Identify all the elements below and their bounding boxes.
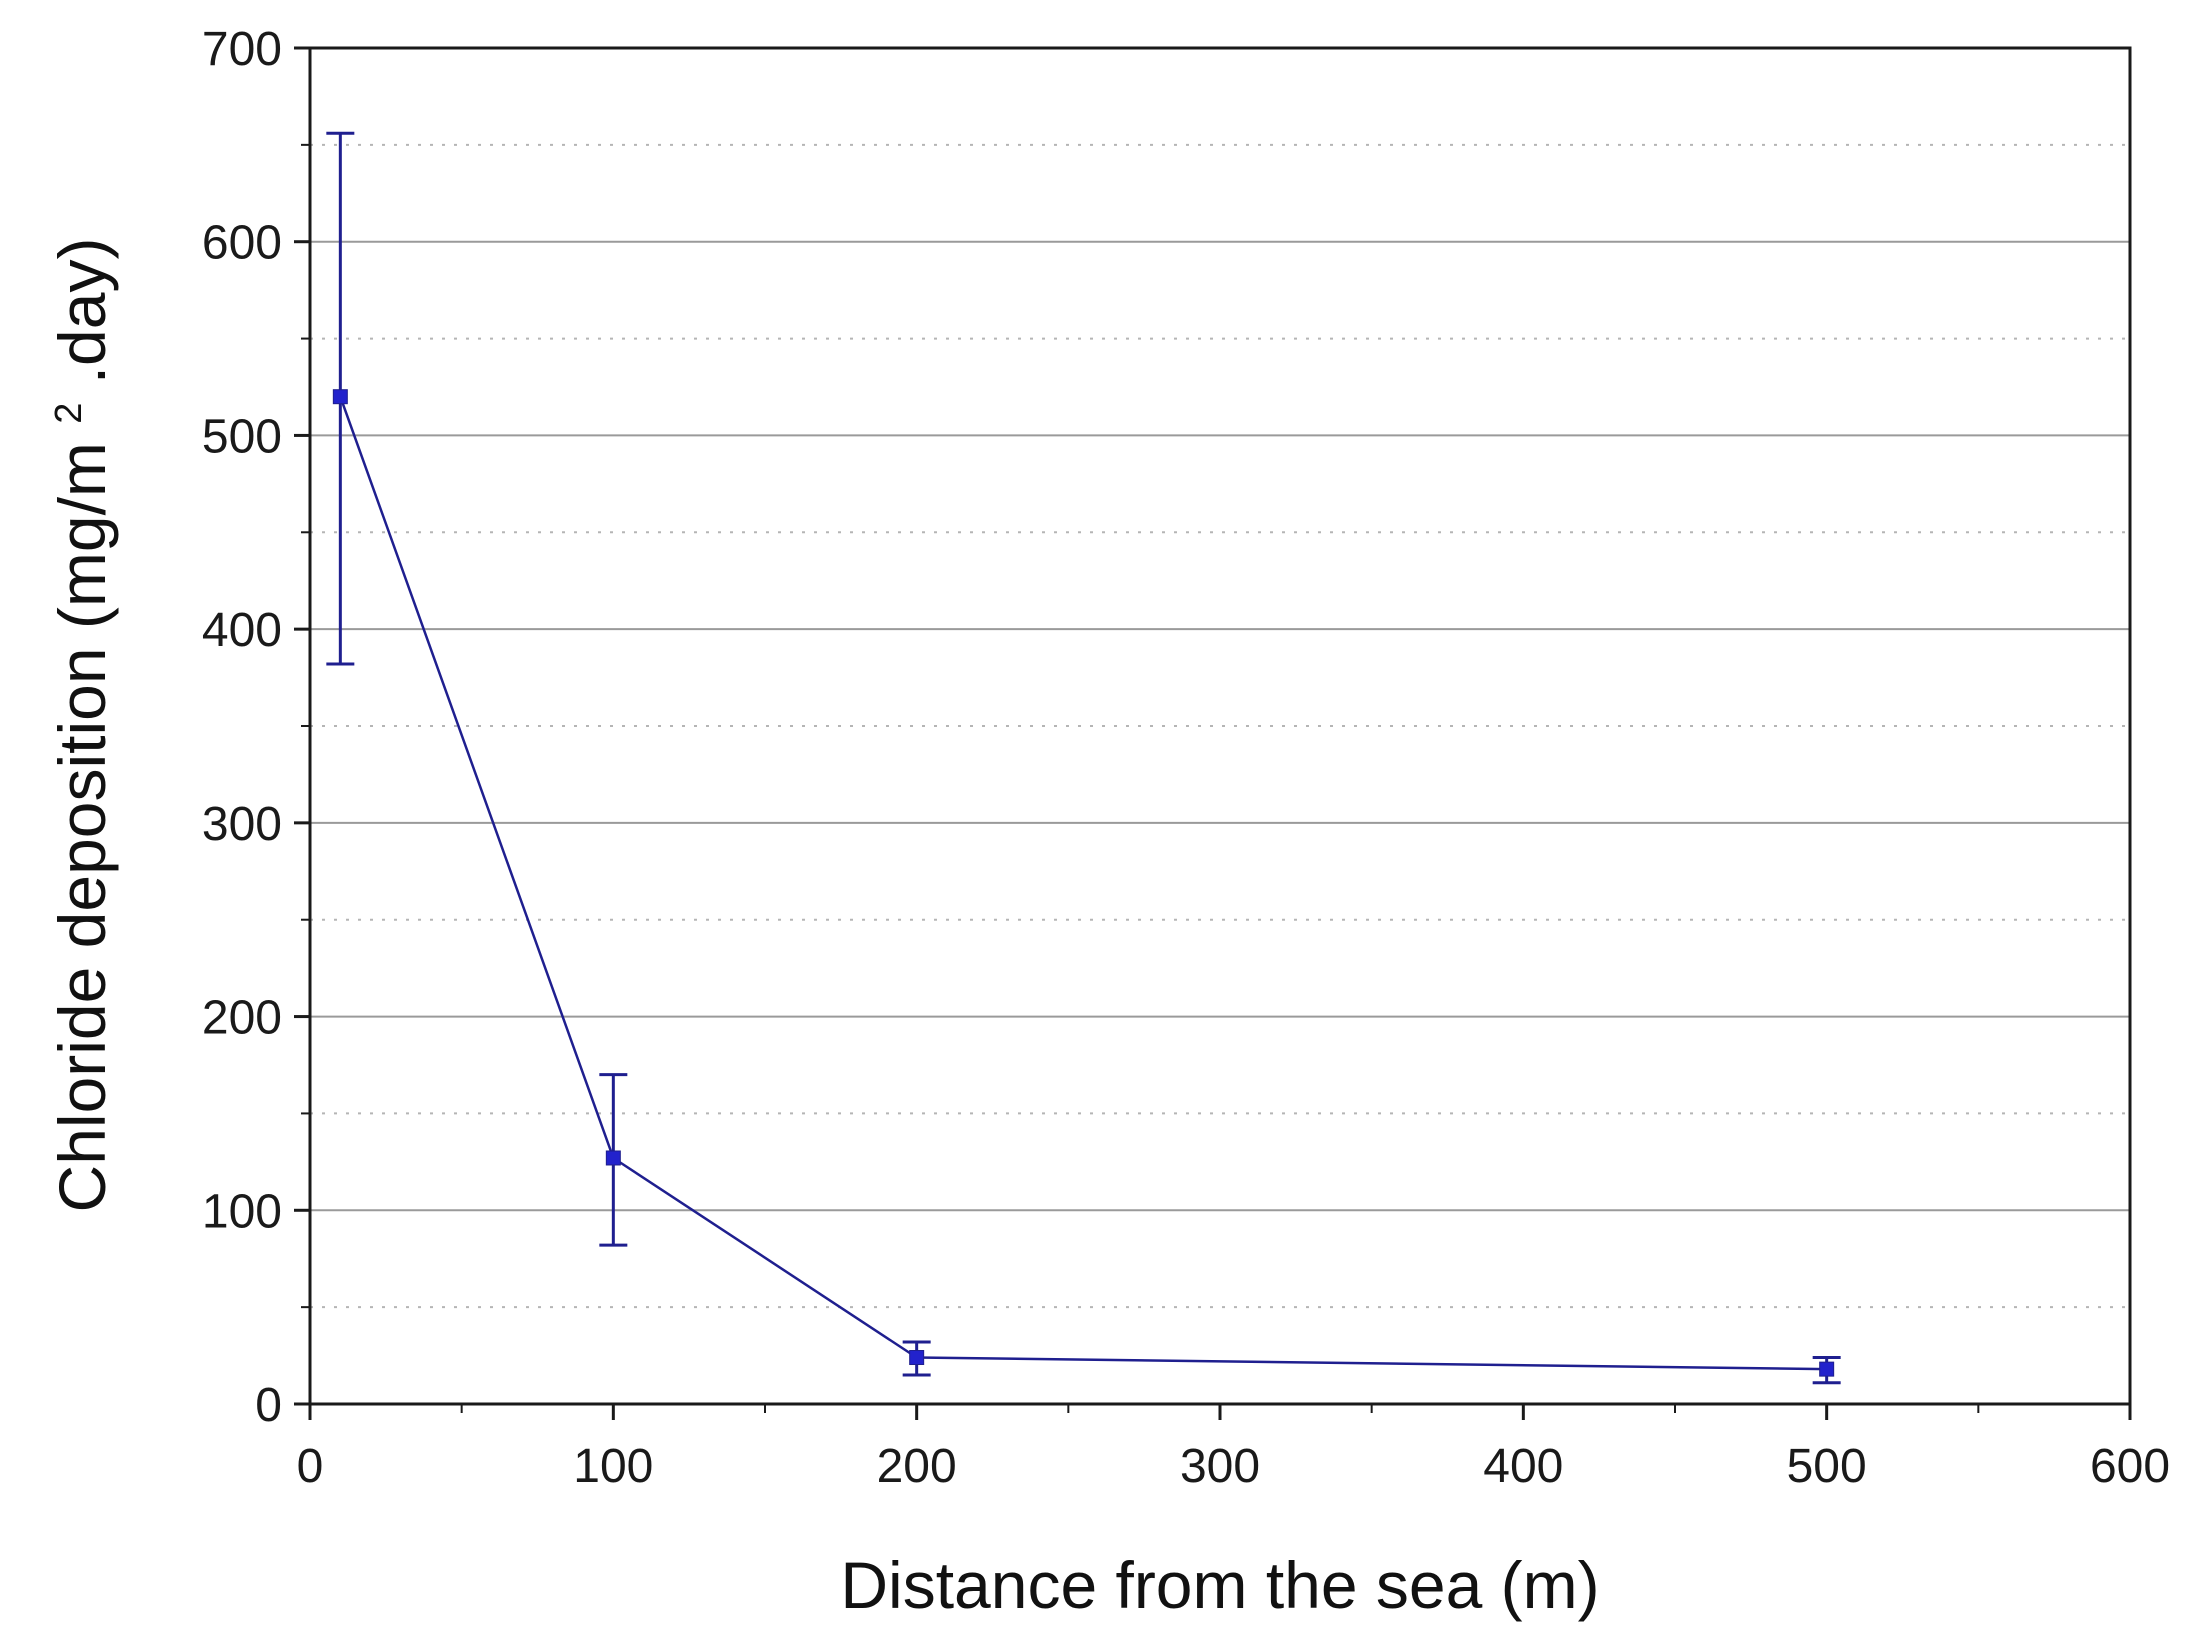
series-line [339,396,1827,1371]
x-tick-label: 300 [1180,1440,1260,1493]
y-tick-label: 400 [202,604,282,657]
plot-area [310,48,2130,1404]
data-point [909,1350,925,1366]
x-tick-label: 200 [877,1440,957,1493]
y-tick-label: 500 [202,410,282,463]
series-layer [326,131,1841,1385]
x-axis-title: Distance from the sea (m) [840,1548,1599,1622]
x-tick-label: 0 [297,1440,324,1493]
y-tick-label: 300 [202,798,282,851]
y-axis-title: Chloride deposition (mg/m 2 .day) [21,238,119,1213]
y-axis-title-unit-superscript: 2 [48,403,90,424]
y-axis-ticks: 0 100 200 300 400 500 600 700 [202,23,310,1432]
x-tick-label: 500 [1787,1440,1867,1493]
x-axis-ticks: 0 100 200 300 400 500 600 [297,1404,2170,1493]
x-tick-label: 100 [573,1440,653,1493]
x-tick-label: 600 [2090,1440,2170,1493]
y-axis-title-unit-suffix: .day) [45,238,119,385]
y-tick-label: 100 [202,1185,282,1238]
y-tick-label: 700 [202,23,282,76]
y-tick-label: 600 [202,217,282,270]
data-point [605,1150,621,1166]
major-grid-lines [310,240,2130,1212]
data-point [332,389,348,405]
y-axis-title-unit-prefix: (mg/m [45,442,119,629]
y-tick-label: 200 [202,992,282,1045]
y-tick-label: 0 [255,1379,282,1432]
data-point [1819,1361,1835,1377]
x-tick-label: 400 [1483,1440,1563,1493]
y-axis-title-main: Chloride deposition [45,647,119,1212]
